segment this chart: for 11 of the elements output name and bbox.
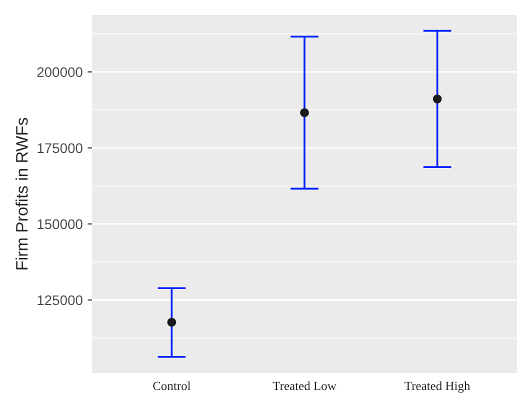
point: [167, 318, 176, 327]
x-tick-label: Treated Low: [272, 381, 336, 390]
y-tick-label: 200000: [37, 67, 82, 78]
y-tick-label: 150000: [38, 219, 82, 230]
point: [300, 108, 309, 118]
y-tick-label: 175000: [38, 143, 82, 154]
y-axis-title: Firm Profits in RWFs: [16, 118, 28, 270]
point: [432, 94, 442, 104]
x-tick-label: Control: [153, 381, 191, 390]
x-tick-label: Treated High: [404, 381, 470, 393]
y-tick-label: 125000: [38, 295, 82, 306]
